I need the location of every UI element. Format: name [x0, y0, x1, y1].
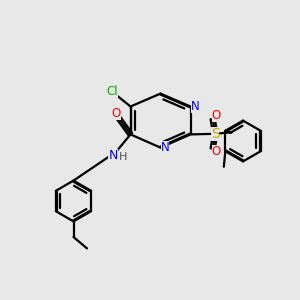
Text: O: O — [112, 107, 121, 120]
Text: N: N — [190, 100, 200, 113]
Text: Cl: Cl — [107, 85, 118, 98]
Text: O: O — [212, 145, 221, 158]
Text: H: H — [118, 152, 127, 162]
Text: S: S — [211, 127, 220, 141]
Text: N: N — [108, 149, 118, 162]
Text: N: N — [160, 141, 169, 154]
Text: O: O — [212, 109, 221, 122]
